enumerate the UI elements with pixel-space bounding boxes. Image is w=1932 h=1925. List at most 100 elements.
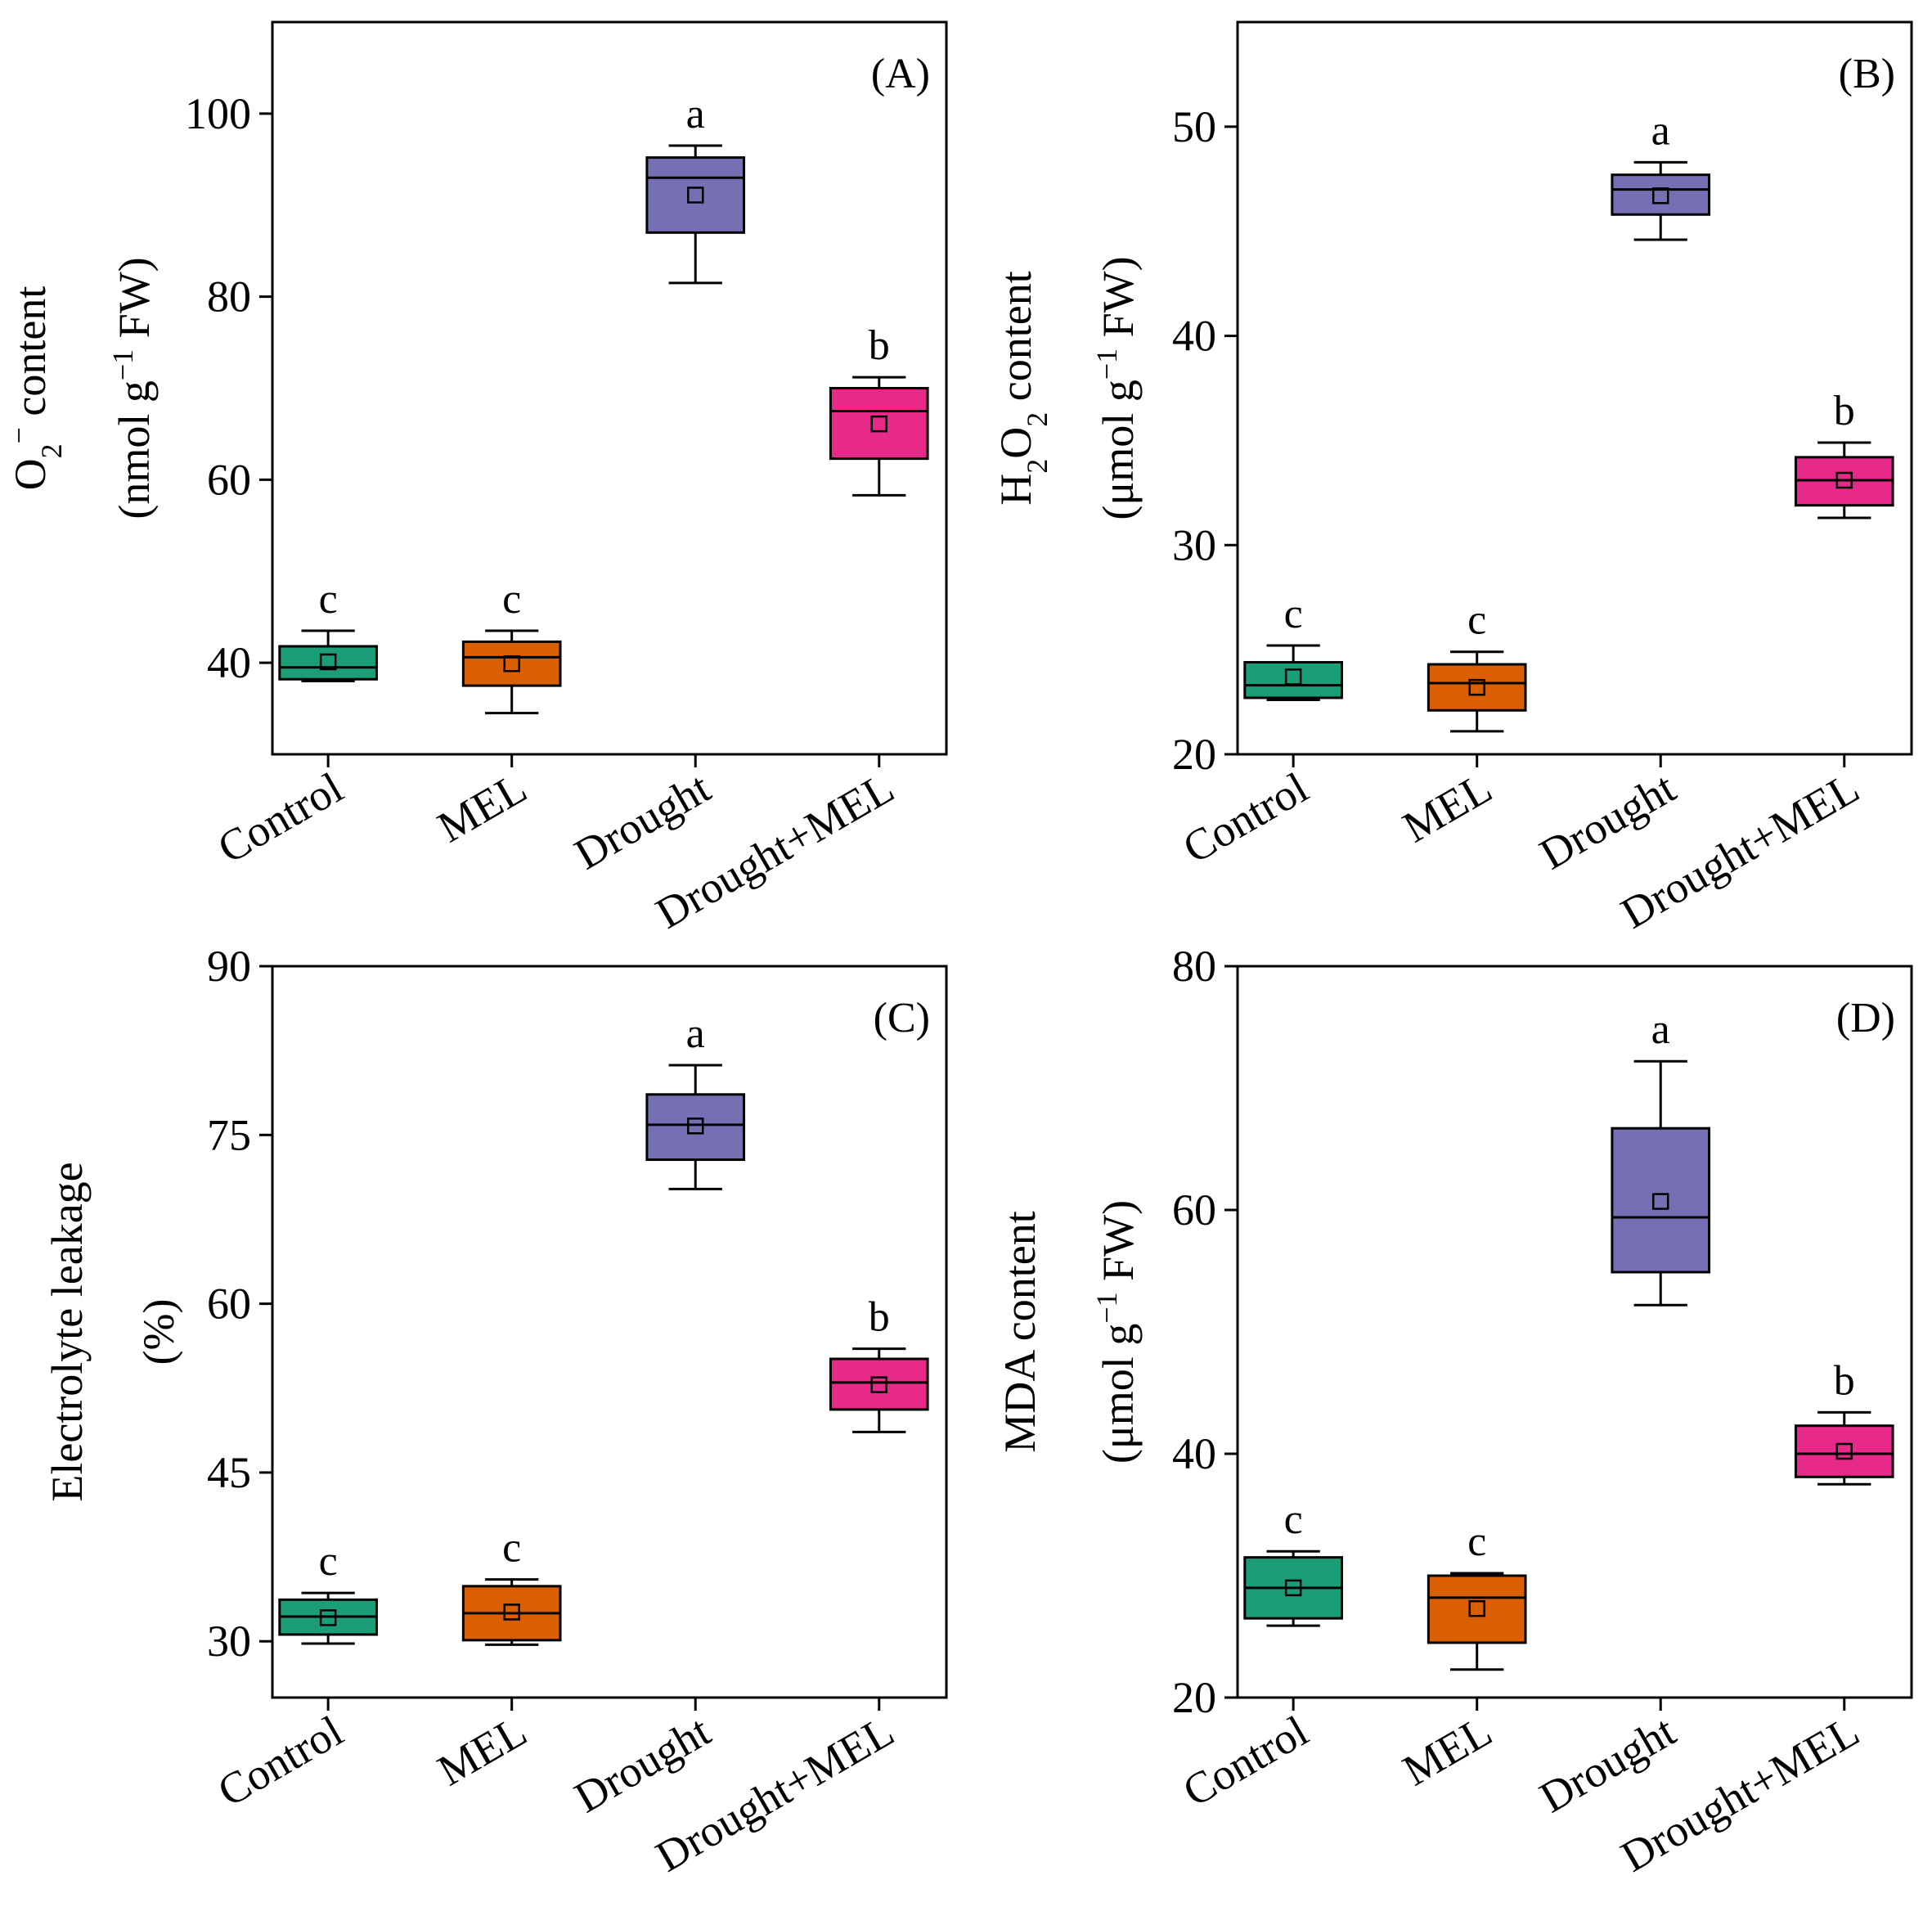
y-axis-label-part: 2: [1021, 412, 1054, 427]
y-axis-label: MDA content: [995, 1211, 1045, 1452]
plot-frame: [1236, 965, 1913, 1699]
iqr-box: [1243, 660, 1343, 699]
y-tick-label: 50: [1172, 102, 1216, 151]
y-tick-label: 20: [1172, 1673, 1216, 1722]
mean-marker: [1284, 668, 1302, 686]
significance-letter: a: [1651, 107, 1670, 154]
y-axis-label-part: Electrolyte leakage: [43, 1162, 92, 1501]
significance-letter: c: [502, 576, 521, 623]
y-tick-label: 80: [1172, 942, 1216, 991]
significance-letter: b: [869, 322, 890, 369]
mean-marker: [1835, 1442, 1853, 1460]
y-axis-label-part: O: [6, 458, 55, 490]
y-tick-label: 60: [1172, 1185, 1216, 1235]
significance-letter: b: [1834, 1357, 1855, 1404]
x-category-label: Drought: [566, 762, 718, 879]
significance-letter: c: [1284, 1496, 1303, 1543]
box-drought-mel: b: [829, 1294, 929, 1433]
significance-letter: a: [1651, 1006, 1670, 1053]
mean-marker: [1284, 1579, 1302, 1597]
panel-label: (A): [871, 51, 930, 97]
y-axis-label: (μmol g−1 FW): [1090, 1200, 1143, 1464]
box-drought-mel: b: [829, 322, 929, 497]
y-axis-label-part: content: [6, 286, 55, 427]
y-tick-label: 90: [207, 942, 251, 991]
panel-label: (B): [1839, 51, 1895, 97]
x-category-label: MEL: [1395, 1706, 1500, 1795]
x-category-label: Control: [1175, 762, 1316, 872]
box-mel: c: [1427, 597, 1527, 733]
y-tick-label: 80: [207, 272, 251, 322]
y-tick-label: 40: [207, 638, 251, 687]
y-tick-label: 40: [1172, 312, 1216, 361]
plot-frame: [271, 20, 948, 756]
mean-marker: [1835, 471, 1853, 489]
x-category-label: Drought: [1531, 1706, 1683, 1822]
box-drought: a: [645, 1010, 746, 1190]
y-axis-label-part: O: [991, 427, 1040, 459]
box-mel: c: [1427, 1518, 1527, 1671]
box-control: c: [1243, 1496, 1343, 1627]
mean-marker: [1468, 678, 1485, 696]
y-axis-label-part: (μmol g: [1094, 1324, 1143, 1464]
x-category-label: MEL: [429, 1706, 535, 1795]
y-axis-label-part: MDA content: [995, 1211, 1045, 1452]
y-axis-label-part: content: [991, 271, 1040, 412]
iqr-box: [829, 387, 929, 461]
mean-marker: [319, 1609, 337, 1626]
y-axis-label: O2− content: [2, 286, 68, 491]
iqr-box: [645, 1093, 746, 1162]
y-axis-label-part: FW): [1094, 256, 1143, 348]
y-tick-label: 20: [1172, 730, 1216, 779]
y-axis-label: (%): [134, 1299, 183, 1365]
plot-frame: [1236, 20, 1913, 756]
significance-letter: b: [1834, 388, 1855, 434]
y-axis-label-part: (nmol g: [110, 380, 159, 519]
x-category-label: MEL: [1395, 762, 1500, 852]
box-drought: a: [1611, 107, 1711, 241]
mean-marker: [870, 415, 888, 433]
y-axis-label-part: FW): [1094, 1200, 1143, 1292]
y-axis-label-part: −1: [1090, 349, 1123, 380]
significance-letter: c: [319, 1538, 338, 1585]
iqr-box: [1427, 1574, 1527, 1644]
y-axis-label-part: −1: [106, 349, 139, 380]
mean-marker: [686, 187, 704, 204]
y-tick-label: 60: [207, 1280, 251, 1329]
box-mel: c: [461, 576, 562, 715]
significance-letter: a: [686, 91, 705, 137]
mean-marker: [1468, 1599, 1485, 1617]
box-control: c: [1243, 591, 1343, 702]
box-control: c: [278, 576, 378, 682]
y-tick-label: 40: [1172, 1429, 1216, 1478]
significance-letter: c: [502, 1525, 521, 1572]
significance-letter: c: [319, 576, 338, 623]
x-category-label: Control: [1175, 1706, 1316, 1815]
mean-marker: [503, 654, 520, 672]
iqr-box: [1611, 1127, 1711, 1274]
x-category-label: Control: [209, 1706, 351, 1815]
x-category-label: Drought: [566, 1706, 718, 1822]
iqr-box: [1427, 663, 1527, 712]
y-axis-label-part: FW): [110, 257, 159, 349]
y-axis-label: H2O2 content: [991, 271, 1054, 505]
box-drought-mel: b: [1794, 388, 1894, 519]
significance-letter: b: [869, 1294, 890, 1341]
significance-letter: c: [1467, 597, 1486, 644]
mean-marker: [870, 1376, 888, 1393]
y-axis-label-part: −: [2, 427, 35, 443]
iqr-box: [1794, 1424, 1894, 1478]
significance-letter: a: [686, 1010, 705, 1057]
mean-marker: [686, 1118, 704, 1135]
iqr-box: [645, 156, 746, 234]
box-drought-mel: b: [1794, 1357, 1894, 1486]
box-mel: c: [461, 1525, 562, 1646]
y-axis-label-part: −1: [1090, 1292, 1123, 1323]
x-category-label: Control: [209, 762, 351, 872]
significance-letter: c: [1284, 591, 1303, 637]
mean-marker: [1651, 1193, 1669, 1210]
box-drought: a: [1611, 1006, 1711, 1307]
y-axis-label-part: (%): [134, 1299, 183, 1365]
